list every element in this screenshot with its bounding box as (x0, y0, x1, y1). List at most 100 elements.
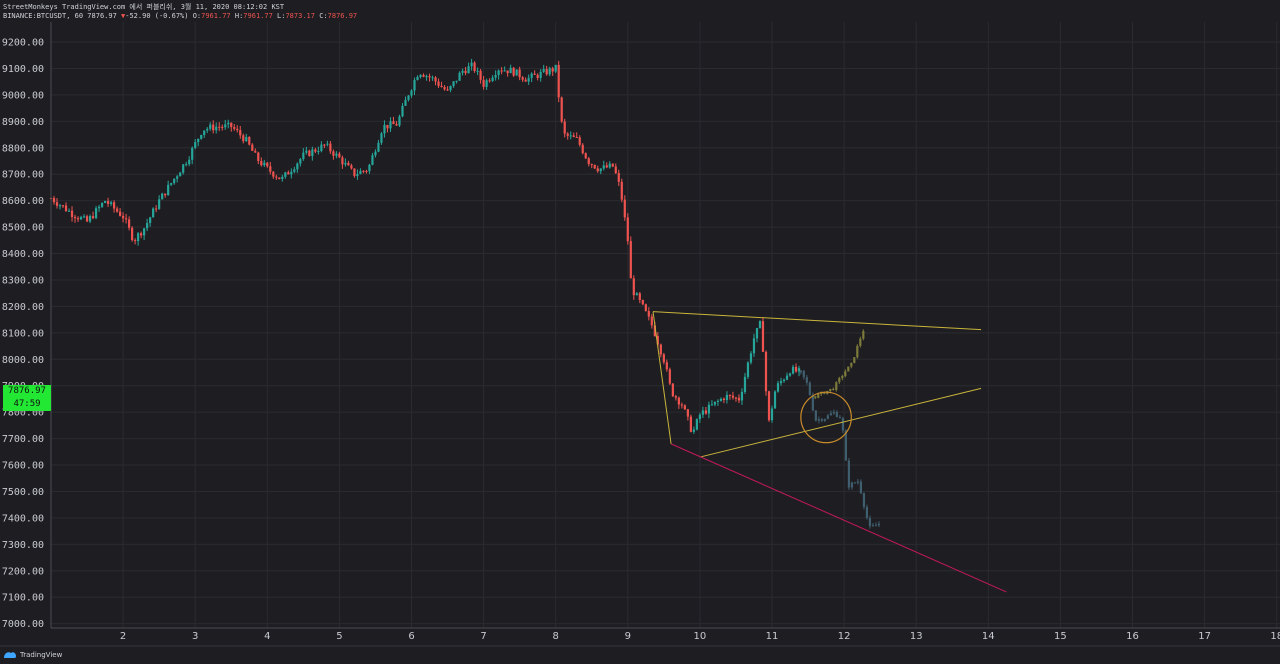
candle-body (73, 216, 77, 219)
candle-body (161, 193, 164, 200)
y-tick-label: 8900.00 (2, 117, 44, 128)
candle-body (332, 151, 335, 156)
candle-body (317, 151, 320, 153)
candle-body (668, 369, 671, 384)
candle-body (97, 206, 101, 209)
candle-body (665, 362, 668, 370)
candle-body (452, 81, 455, 87)
candle-body (584, 153, 587, 159)
tradingview-logo-icon[interactable] (3, 650, 17, 659)
candle-body (817, 393, 820, 398)
candle-body (446, 89, 449, 91)
candle-body (341, 157, 344, 165)
candle-body (743, 376, 747, 392)
x-tick-label: 15 (1054, 631, 1067, 642)
candle-body (467, 66, 470, 74)
candle-body (293, 169, 296, 172)
candle-body (686, 409, 689, 417)
candle-body (109, 202, 113, 204)
footer-brand[interactable]: TradingView (20, 650, 63, 659)
candle-body (131, 227, 134, 241)
candle-body (106, 201, 110, 204)
close-label: C: (319, 12, 328, 20)
candle-body (368, 164, 371, 172)
candle-body (458, 72, 461, 81)
candle-body (862, 493, 866, 507)
candle-body (263, 162, 266, 166)
candle-body (617, 173, 620, 182)
candle-body (227, 122, 230, 125)
candle-body (416, 76, 419, 81)
candle-body (503, 70, 506, 72)
candle-body (404, 99, 407, 106)
candle-body (808, 382, 811, 396)
y-tick-label: 7100.00 (2, 593, 44, 604)
candle-body (79, 217, 83, 220)
symbol-label[interactable]: BINANCE:BTCUSDT, 60 (3, 12, 84, 20)
open-label: O: (192, 12, 202, 20)
candle-body (844, 430, 848, 461)
candle-body (626, 217, 629, 242)
candle-body (578, 137, 581, 145)
candle-body (856, 481, 860, 483)
candle-body (623, 199, 626, 218)
x-tick-label: 10 (694, 631, 707, 642)
candle-body (533, 73, 536, 75)
candle-body (278, 177, 281, 180)
candle-body (515, 69, 518, 76)
candle-body (194, 142, 197, 148)
candle-body (820, 419, 823, 421)
last-price: 7876.97 (87, 12, 117, 20)
candle-body (773, 391, 777, 409)
candle-body (185, 164, 188, 166)
candle-body (398, 116, 401, 126)
candle-body (85, 216, 89, 222)
candle-body (76, 218, 80, 220)
candle-body (805, 377, 808, 383)
x-tick-label: 9 (625, 631, 631, 642)
candle-body (542, 69, 545, 72)
trendline-drawings[interactable] (652, 311, 1007, 593)
candle-body (692, 429, 695, 432)
candle-body (847, 460, 851, 488)
candle-body (782, 379, 786, 382)
candle-body (482, 79, 485, 87)
candle-body (290, 171, 293, 175)
candle-body (296, 163, 299, 170)
candle-body (260, 160, 263, 166)
candle-body (380, 133, 383, 143)
candle-body (545, 69, 548, 75)
candle-body (841, 418, 844, 431)
candle-body (224, 124, 227, 128)
candle-body (650, 316, 653, 326)
candle-body (719, 398, 723, 401)
candle-series (49, 58, 801, 434)
candle-body (802, 370, 805, 378)
candle-body (464, 70, 467, 74)
candle-body (785, 375, 789, 380)
price-axis[interactable]: 9200.00 9100.00 9000.00 8900.00 8800.00 8700.… (2, 38, 44, 631)
x-tick-label: 7 (480, 631, 486, 642)
candle-body (506, 70, 509, 74)
candle-body (437, 81, 440, 86)
candle-body (128, 219, 131, 228)
y-tick-label: 8100.00 (2, 328, 44, 339)
candle-body (470, 62, 473, 67)
footer: TradingView (3, 650, 62, 659)
time-axis[interactable]: 2 3 4 5 6 7 8 9 10 11 12 13 14 15 16 17 18 (120, 631, 1280, 642)
candle-body (749, 353, 753, 363)
candle-body (158, 199, 161, 209)
candle-body (239, 130, 242, 136)
candle-body (641, 300, 644, 305)
candle-body (314, 149, 317, 152)
candle-body (539, 71, 542, 78)
candle-body (710, 404, 714, 406)
candle-body (91, 216, 95, 219)
x-tick-label: 14 (982, 631, 995, 642)
candle-body (305, 150, 308, 153)
candle-body (302, 152, 305, 160)
candle-body (371, 155, 374, 165)
candle-body (64, 205, 68, 212)
